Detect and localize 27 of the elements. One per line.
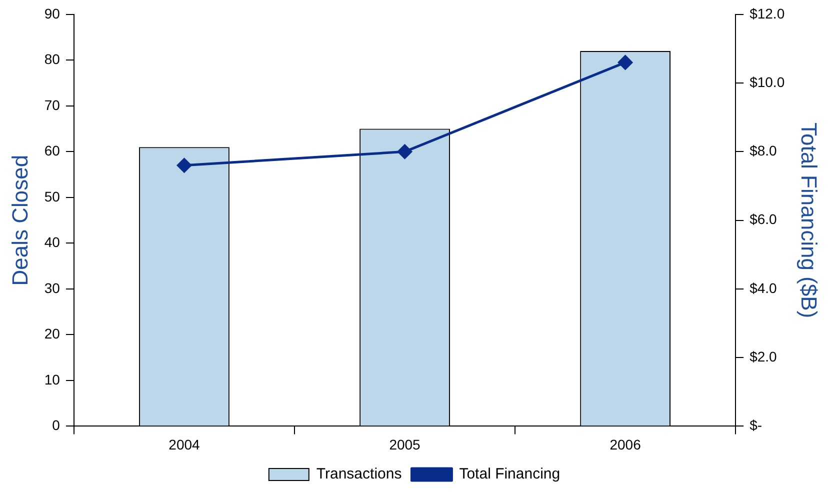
x-tick-label: 2004: [168, 436, 200, 452]
y-tick-label: 50: [44, 188, 60, 204]
y-tick-label: 0: [52, 417, 60, 434]
y2-tick-label: $12.0: [750, 5, 785, 22]
y-tick-label: 60: [44, 142, 60, 159]
y2-tick-label: $-: [750, 417, 762, 434]
x-tick-label: 2005: [389, 436, 421, 452]
y-tick-label: 40: [44, 234, 60, 250]
y2-tick-label: $2.0: [750, 348, 778, 364]
y-tick-label: 10: [44, 371, 60, 388]
y-axis-title: Deals Closed: [7, 154, 32, 286]
y-tick-label: 80: [44, 51, 60, 68]
y2-tick-label: $8.0: [750, 142, 778, 159]
point: [176, 158, 192, 173]
y-tick-label: 30: [44, 280, 60, 296]
y2-tick-label: $10.0: [750, 74, 785, 90]
y2-axis-title: Total Financing ($B): [796, 122, 822, 318]
x-tick-label: 2006: [610, 436, 642, 452]
y2-tick-label: $4.0: [750, 280, 778, 296]
y-tick-label: 90: [44, 5, 60, 22]
legend-label: Total Financing: [459, 466, 560, 483]
legend-label: Transactions: [316, 466, 402, 483]
point: [618, 55, 633, 70]
y2-tick-label: $6.0: [750, 211, 778, 228]
y-tick-label: 70: [44, 96, 60, 113]
point: [398, 144, 412, 159]
y-tick-label: 20: [44, 326, 60, 342]
